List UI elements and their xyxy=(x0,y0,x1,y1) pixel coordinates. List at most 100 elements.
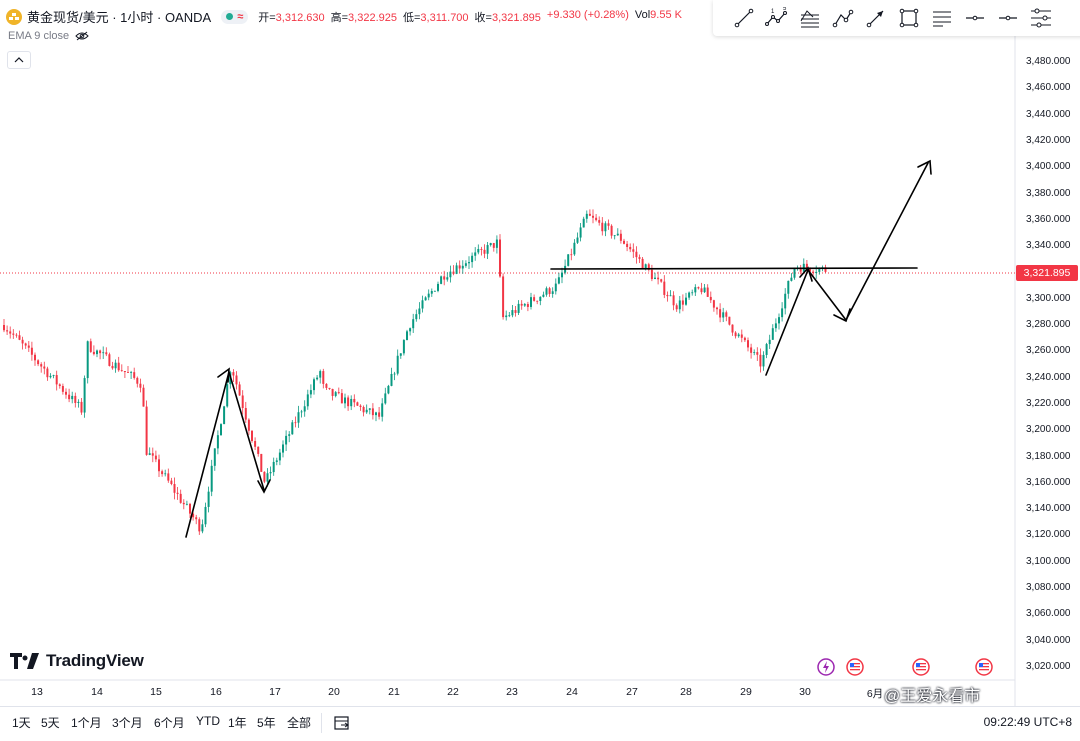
candle-body xyxy=(344,397,346,404)
candle-body xyxy=(753,352,756,353)
drawing-zigzag-1[interactable] xyxy=(185,369,265,538)
candle-body xyxy=(340,393,343,404)
settings-tool[interactable] xyxy=(1024,2,1057,34)
range-1d-button[interactable]: 1天 xyxy=(12,716,31,730)
candle-body xyxy=(285,435,288,445)
range-5y-button[interactable]: 5年 xyxy=(257,716,276,730)
collapse-legend-button[interactable] xyxy=(7,51,31,69)
horizontal-ray-tool[interactable] xyxy=(991,2,1024,34)
candle-body xyxy=(514,310,517,313)
candle-body xyxy=(375,412,377,416)
candle-body xyxy=(635,251,638,258)
horizontal-line-icon xyxy=(965,15,984,21)
range-3m-button[interactable]: 3个月 xyxy=(112,716,143,730)
candle-body xyxy=(251,430,253,442)
candle-body xyxy=(170,480,173,484)
candle-body xyxy=(576,237,579,243)
candle-body xyxy=(644,264,647,269)
candle-body xyxy=(68,394,71,400)
candle-body xyxy=(595,217,598,221)
candle-body xyxy=(452,271,455,274)
drawing-zigzag-2[interactable] xyxy=(765,162,929,376)
candle-body xyxy=(325,383,328,388)
candle-body xyxy=(406,331,408,341)
rectangle-tool[interactable] xyxy=(892,2,925,34)
price-axis-label: 3,180.000 xyxy=(1026,450,1071,462)
candle-body xyxy=(195,517,198,520)
us-flag-event-icon[interactable] xyxy=(975,658,993,676)
candle-body xyxy=(207,491,210,507)
candle-body xyxy=(440,276,443,284)
candle-body xyxy=(616,233,619,236)
lightning-event-icon[interactable] xyxy=(817,658,835,676)
candle-body xyxy=(675,305,678,310)
candle-body xyxy=(27,345,30,348)
range-5d-button[interactable]: 5天 xyxy=(41,716,60,730)
rectangle-icon xyxy=(899,8,918,28)
trend-line-tool[interactable] xyxy=(727,2,760,34)
candle-body xyxy=(123,371,126,373)
candle-body xyxy=(213,448,216,466)
range-1y-button[interactable]: 1年 xyxy=(228,716,247,730)
candle-body xyxy=(210,465,213,492)
fib-tool[interactable] xyxy=(925,2,958,34)
candle-body xyxy=(502,276,505,318)
candle-body xyxy=(743,337,746,341)
path-tool[interactable] xyxy=(826,2,859,34)
candle-body xyxy=(238,384,241,396)
range-6m-button[interactable]: 6个月 xyxy=(154,716,185,730)
range-all-button[interactable]: 全部 xyxy=(287,716,312,730)
eye-hidden-icon[interactable] xyxy=(75,31,89,41)
candle-body xyxy=(77,401,80,403)
candle-body xyxy=(216,435,219,449)
us-flag-event-icon[interactable] xyxy=(912,658,930,676)
candle-body xyxy=(362,407,365,413)
market-status-badge[interactable]: ≈ xyxy=(221,9,249,24)
indicator-legend[interactable]: EMA 9 close xyxy=(8,30,89,42)
us-flag-event-icon[interactable] xyxy=(846,658,864,676)
candle-body xyxy=(127,372,129,373)
date-range-icon[interactable] xyxy=(333,714,351,732)
price-axis-label: 3,040.000 xyxy=(1026,634,1071,646)
candle-body xyxy=(402,340,405,354)
drawings[interactable] xyxy=(185,159,932,538)
candle-body xyxy=(809,267,811,272)
candle-body xyxy=(790,277,793,281)
candle-body xyxy=(557,277,560,284)
candle-body xyxy=(672,295,675,306)
candle-body xyxy=(378,412,381,417)
candle-body xyxy=(697,287,700,289)
range-ytd-button[interactable]: YTD xyxy=(196,714,220,728)
candle-body xyxy=(145,406,148,455)
arrow-tool[interactable] xyxy=(859,2,892,34)
fib-icon xyxy=(932,11,951,27)
price-axis-label: 3,220.000 xyxy=(1026,397,1071,409)
range-1m-button[interactable]: 1个月 xyxy=(71,716,102,730)
candle-body xyxy=(297,412,300,423)
horizontal-ray-icon xyxy=(998,15,1017,21)
candle-body xyxy=(601,222,604,232)
resistance-line[interactable] xyxy=(550,267,918,270)
price-axis-label: 3,280.000 xyxy=(1026,319,1071,330)
candle-body xyxy=(359,405,362,408)
tradingview-logo[interactable]: TradingView xyxy=(10,651,144,671)
candle-body xyxy=(585,213,588,219)
symbol-title[interactable]: 黄金现货/美元 · 1小时 · OANDA xyxy=(27,10,212,25)
candle-body xyxy=(86,341,89,379)
candle-body xyxy=(815,271,818,273)
candle-body xyxy=(291,422,294,435)
time-axis-label: 20 xyxy=(328,686,340,698)
candle-body xyxy=(700,288,703,293)
parallel-channel-tool[interactable] xyxy=(793,2,826,34)
horizontal-line-tool[interactable] xyxy=(958,2,991,34)
candle-body xyxy=(390,373,393,386)
clock-timezone[interactable]: 09:22:49 UTC+8 xyxy=(983,715,1072,729)
candle-body xyxy=(244,408,247,420)
candle-body xyxy=(598,220,601,223)
price-axis-label: 3,260.000 xyxy=(1026,345,1071,357)
price-axis-label: 3,240.000 xyxy=(1026,371,1071,383)
candle-body xyxy=(663,281,666,295)
candle-body xyxy=(573,242,576,255)
price-chart[interactable] xyxy=(0,0,1080,706)
